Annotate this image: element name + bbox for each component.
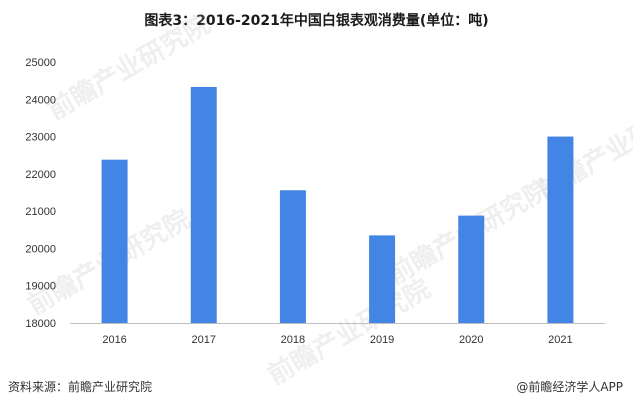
x-axis: 2016 2017 2018 2019 2020 2021: [70, 323, 605, 346]
source-note: 资料来源：前瞻产业研究院: [8, 380, 153, 394]
chart-title: 图表3：2016-2021年中国白银表观消费量(单位：吨): [144, 13, 489, 29]
y-tick-label: 19000: [25, 281, 56, 293]
bar-2021: [547, 136, 574, 323]
bar-2016: [101, 159, 128, 323]
bars-group: [101, 86, 574, 323]
y-axis: 18000 19000 20000 21000 22000 23000 24000 25000: [25, 57, 56, 330]
x-tick-label: 2020: [459, 334, 483, 346]
brand-note: @前瞻经济学人APP: [516, 380, 623, 394]
bar-2020: [458, 215, 485, 323]
y-tick-label: 25000: [25, 57, 56, 69]
x-tick-label: 2016: [102, 334, 126, 346]
bar-2017: [190, 86, 217, 323]
y-tick-label: 18000: [25, 318, 56, 330]
x-tick-label: 2019: [370, 334, 394, 346]
x-tick-label: 2021: [548, 334, 572, 346]
y-tick-label: 24000: [25, 94, 56, 106]
bar-2019: [369, 235, 396, 323]
bar-2018: [279, 190, 306, 323]
y-tick-label: 21000: [25, 206, 56, 218]
x-tick-label: 2018: [281, 334, 305, 346]
y-tick-label: 20000: [25, 243, 56, 255]
x-tick-label: 2017: [192, 334, 216, 346]
y-tick-label: 22000: [25, 169, 56, 181]
y-tick-label: 23000: [25, 132, 56, 144]
